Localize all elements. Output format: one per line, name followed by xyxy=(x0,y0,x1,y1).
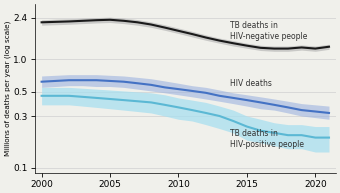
Text: HIV deaths: HIV deaths xyxy=(231,79,272,88)
Y-axis label: Millions of deaths per year (log scale): Millions of deaths per year (log scale) xyxy=(4,21,11,156)
Text: TB deaths in
HIV-positive people: TB deaths in HIV-positive people xyxy=(231,129,304,149)
Text: TB deaths in
HIV-negative people: TB deaths in HIV-negative people xyxy=(231,21,308,41)
